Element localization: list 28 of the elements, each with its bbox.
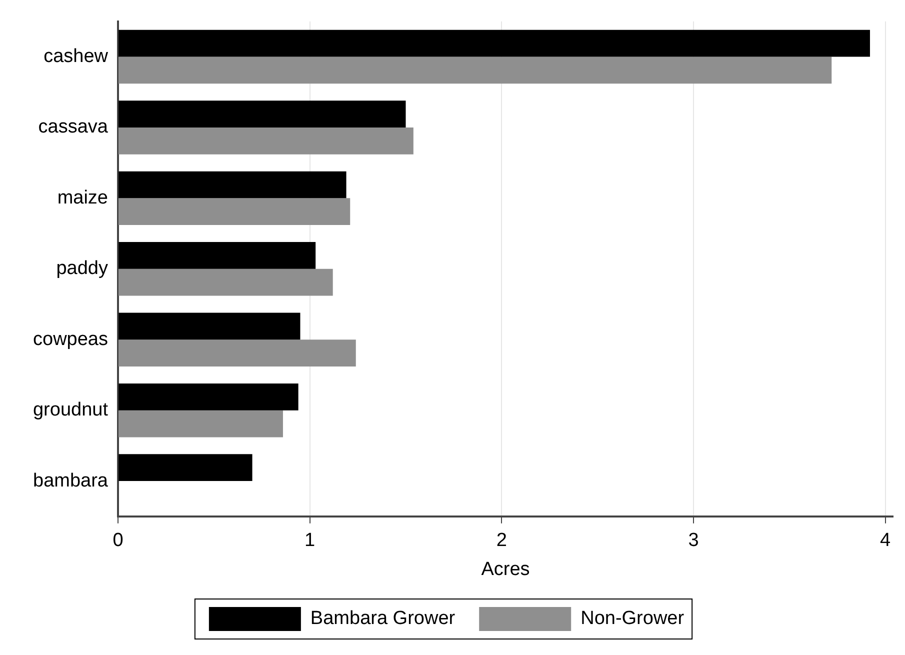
x-tick-label: 1 bbox=[304, 530, 316, 552]
x-tick-label: 0 bbox=[112, 530, 124, 552]
bar bbox=[118, 100, 406, 128]
bar bbox=[118, 383, 298, 410]
bar bbox=[118, 454, 252, 482]
bar bbox=[118, 127, 414, 154]
x-tick-label: 2 bbox=[496, 530, 507, 552]
bar bbox=[118, 171, 346, 198]
bar bbox=[118, 268, 333, 296]
y-tick-label: cashew bbox=[44, 46, 108, 67]
bar bbox=[118, 30, 870, 57]
bar bbox=[118, 312, 300, 340]
bar bbox=[118, 198, 350, 226]
y-tick-label: maize bbox=[57, 187, 108, 208]
bar bbox=[118, 242, 316, 269]
y-tick-label: bambara bbox=[33, 470, 108, 492]
bar bbox=[118, 340, 356, 366]
x-axis-title: Acres bbox=[481, 558, 530, 580]
legend-label: Bambara Grower bbox=[310, 608, 456, 630]
bar bbox=[118, 56, 832, 84]
x-tick-label: 4 bbox=[880, 530, 892, 552]
legend-label: Non-Grower bbox=[580, 608, 685, 630]
x-tick-label: 3 bbox=[688, 530, 699, 552]
y-tick-label: groudnut bbox=[32, 400, 109, 421]
y-tick-label: cowpeas bbox=[33, 328, 108, 350]
y-tick-label: paddy bbox=[56, 258, 108, 280]
bar bbox=[118, 410, 283, 438]
y-tick-label: cassava bbox=[38, 116, 108, 138]
